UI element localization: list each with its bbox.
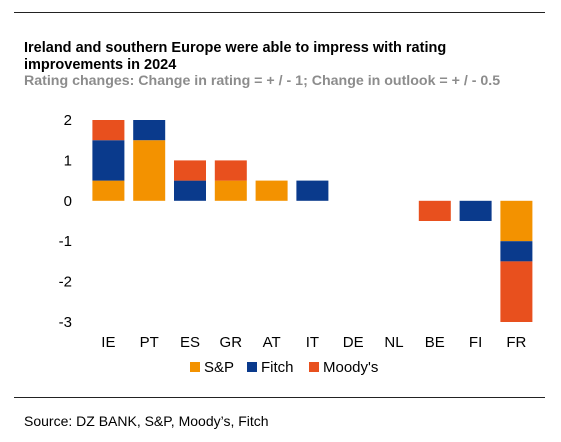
bar-es-moody-s <box>174 160 206 181</box>
chart-title: Ireland and southern Europe were able to… <box>24 40 447 73</box>
bar-gr-sandp <box>214 180 247 201</box>
source-note: Source: DZ BANK, S&P, Moody’s, Fitch <box>24 413 269 429</box>
y-tick-label: 0 <box>64 193 72 210</box>
legend: S&P Fitch Moody's <box>190 359 378 376</box>
bar-be-moody-s <box>418 200 451 221</box>
legend-label-sandp: S&P <box>204 359 234 376</box>
bar-fr-moody-s <box>500 261 533 322</box>
bar-fr-fitch <box>500 241 533 262</box>
bar-pt-sandp <box>133 140 166 201</box>
x-tick-label-de: DE <box>343 334 364 351</box>
y-tick-label: -3 <box>59 314 72 331</box>
stacked-bar-chart: 2 1 0 -1 -2 -3 IE PT ES GR AT IT DE NL BE FI FR S&P Fitc… <box>59 112 533 376</box>
bar-at-sandp <box>255 180 288 201</box>
bar-layer <box>92 120 533 322</box>
y-axis: 2 1 0 -1 -2 -3 <box>59 112 72 331</box>
bar-it-fitch <box>296 180 329 201</box>
y-tick-label: 1 <box>64 152 72 169</box>
bar-pt-fitch <box>133 120 166 141</box>
x-tick-label-pt: PT <box>140 334 159 351</box>
x-tick-label-be: BE <box>425 334 445 351</box>
x-tick-label-it: IT <box>306 334 319 351</box>
bar-fi-fitch <box>459 200 492 221</box>
x-tick-label-fr: FR <box>506 334 526 351</box>
bar-ie-moody-s <box>92 120 125 141</box>
y-tick-label: -2 <box>59 274 72 291</box>
legend-swatch-fitch <box>247 362 257 372</box>
bar-ie-fitch <box>92 140 125 181</box>
chart-subtitle: Rating changes: Change in rating = + / -… <box>24 73 501 89</box>
y-tick-label: -1 <box>59 233 72 250</box>
legend-label-fitch: Fitch <box>261 359 294 376</box>
y-tick-label: 2 <box>64 112 72 129</box>
x-tick-label-nl: NL <box>384 334 403 351</box>
x-tick-label-fi: FI <box>469 334 482 351</box>
legend-swatch-sandp <box>190 362 200 372</box>
legend-label-moody-s: Moody's <box>323 359 378 376</box>
bar-fr-sandp <box>500 200 533 242</box>
x-axis: IE PT ES GR AT IT DE NL BE FI FR <box>101 334 526 351</box>
x-tick-label-es: ES <box>180 334 200 351</box>
x-tick-label-ie: IE <box>101 334 115 351</box>
bottom-rule <box>14 397 545 398</box>
x-tick-label-gr: GR <box>220 334 243 351</box>
bar-es-fitch <box>174 180 206 201</box>
bar-ie-sandp <box>92 180 125 201</box>
x-tick-label-at: AT <box>263 334 281 351</box>
legend-swatch-moody-s <box>309 362 319 372</box>
bar-gr-moody-s <box>214 160 247 181</box>
top-rule <box>14 12 545 13</box>
